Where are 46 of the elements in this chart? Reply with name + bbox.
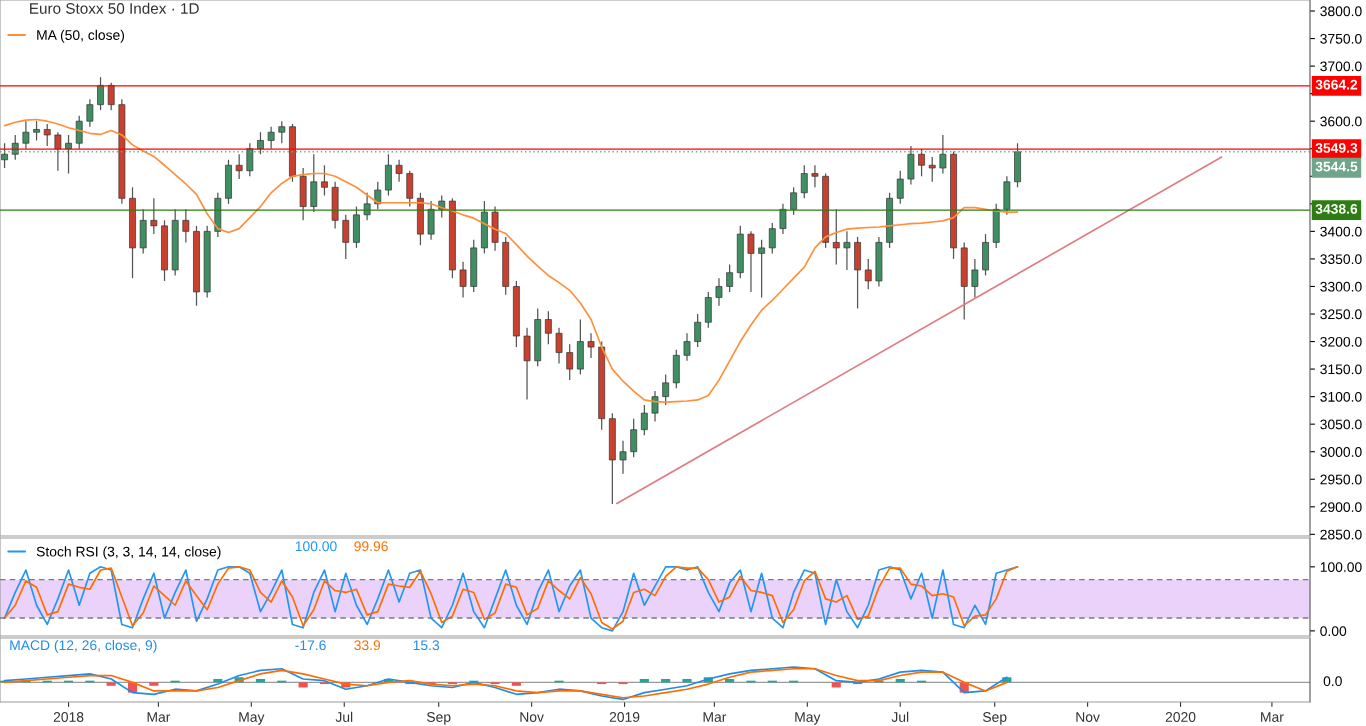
- y-tick-label: 3700.0: [1320, 61, 1362, 72]
- ref-line-label: 3544.5: [1315, 161, 1358, 172]
- ref-line-label: 3549.3: [1315, 143, 1358, 153]
- y-tick-label: 3750.0: [1320, 33, 1362, 44]
- ref-line-label: 3664.2: [1315, 79, 1358, 90]
- y-tick-label: 3800.0: [1320, 6, 1362, 17]
- legend-label: Stoch RSI (3, 3, 14, 14, close): [36, 546, 221, 560]
- annotation: 100.00: [295, 541, 337, 552]
- x-tick-label: 2018: [53, 712, 84, 722]
- y-tick-label: 2900.0: [1320, 502, 1362, 512]
- x-tick-label: Nov: [1076, 712, 1100, 722]
- x-tick-label: Jul: [335, 711, 353, 722]
- chart-title: Euro Stoxx 50 Index · 1D: [30, 2, 199, 14]
- x-tick-label: May: [795, 712, 821, 725]
- x-tick-label: Nov: [520, 712, 544, 722]
- x-tick-label: 2019: [609, 712, 640, 722]
- x-tick-label: Sep: [426, 712, 451, 725]
- y-tick-label: 3400.0: [1320, 226, 1362, 237]
- y-tick-label: 3000.0: [1320, 447, 1362, 457]
- x-tick-label: 2020: [1165, 712, 1196, 722]
- y-tick-label: 3150.0: [1320, 364, 1362, 375]
- y-tick-label: 0.00: [1320, 626, 1347, 637]
- x-tick-label: Jul: [891, 711, 909, 722]
- y-tick-label: 3600.0: [1320, 116, 1362, 127]
- text: 33.9: [354, 640, 381, 651]
- x-tick-label: Mar: [147, 712, 171, 722]
- y-tick-label: 3050.0: [1320, 419, 1362, 430]
- y-tick-label: 3200.0: [1320, 336, 1362, 347]
- ref-line-label: 3438.6: [1315, 204, 1358, 214]
- y-tick-label: 3350.0: [1320, 254, 1362, 265]
- x-tick-label: May: [239, 712, 265, 725]
- y-tick-label: 2950.0: [1320, 474, 1362, 485]
- text: -17.6: [295, 640, 326, 651]
- x-tick-label: Mar: [703, 712, 727, 722]
- series-label: MACD (12, 26, close, 9): [10, 639, 157, 653]
- x-tick-label: Mar: [1261, 712, 1284, 722]
- text: 0.0: [1323, 676, 1342, 687]
- y-tick-label: 2850.0: [1320, 529, 1362, 540]
- x-tick-label: Sep: [982, 712, 1007, 725]
- y-tick-label: 3100.0: [1320, 391, 1362, 402]
- y-tick-label: 3300.0: [1320, 281, 1362, 292]
- legend-label: MA (50, close): [37, 29, 125, 43]
- y-tick-label: 3250.0: [1320, 309, 1362, 320]
- text: 15.3: [413, 640, 440, 651]
- annotation: 99.96: [354, 541, 388, 552]
- y-tick-label: 100.00: [1320, 562, 1362, 572]
